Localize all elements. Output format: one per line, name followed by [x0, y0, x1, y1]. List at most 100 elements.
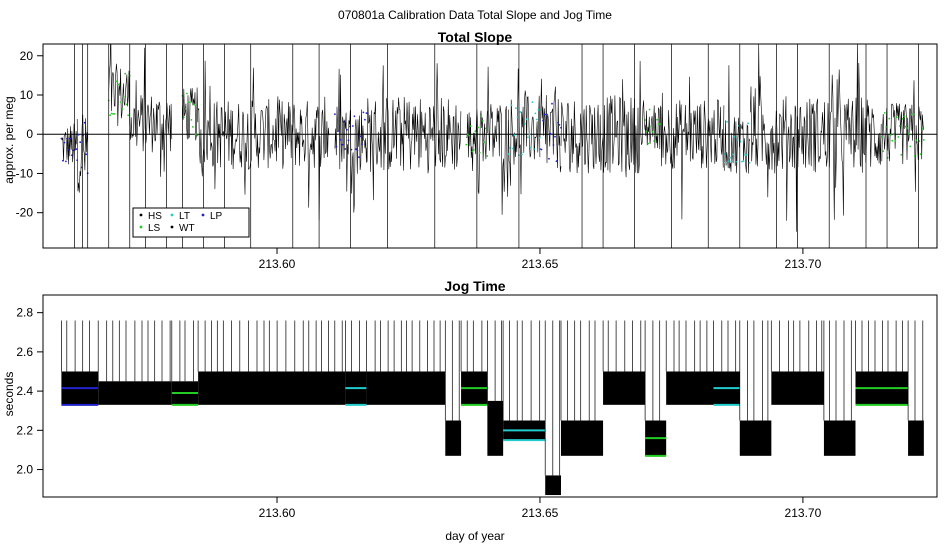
x-tick-label: 213.65 — [522, 506, 559, 520]
legend-label: LT — [179, 211, 190, 222]
slope-point-lp — [338, 109, 341, 112]
slope-point-ls — [190, 119, 193, 121]
slope-point-lp — [346, 128, 348, 131]
y-tick-label: 2.4 — [16, 384, 33, 398]
slope-point-ls — [124, 72, 127, 75]
slope-point-ls — [466, 133, 469, 136]
slope-point-lt — [510, 104, 513, 107]
slope-point-ls — [196, 134, 199, 137]
slope-trace-segment — [539, 78, 562, 173]
slope-point-ls — [471, 150, 474, 153]
slope-point-lp — [60, 137, 63, 140]
axes-jog-time: 213.60 213.65 213.70 2.0 2.2 2.4 2.6 2.8 — [16, 294, 938, 520]
slope-point-ls — [119, 101, 122, 104]
jog-level-band — [560, 420, 604, 456]
slope-point-lt — [512, 147, 514, 150]
slope-point-ls — [659, 123, 661, 125]
legend-label: WT — [179, 223, 195, 234]
slope-trace-segment — [644, 105, 661, 150]
slope-point-ls — [480, 115, 483, 117]
panel-title-jog-time: Jog Time — [444, 278, 505, 294]
slope-point-ls — [118, 83, 121, 86]
slope-point-ls — [469, 125, 472, 128]
legend: HS LT LP LS WT — [132, 207, 250, 238]
slope-point-ls — [883, 112, 886, 114]
jog-level-band — [487, 400, 504, 456]
slope-point-lt — [730, 160, 733, 163]
slope-point-ls — [122, 95, 125, 98]
slope-point-ls — [478, 151, 481, 154]
slope-point-lp — [558, 124, 561, 126]
y-axis-label-jog-time: seconds — [2, 372, 16, 417]
slope-point-lp — [545, 113, 547, 116]
slope-point-lt — [736, 139, 739, 142]
axes-total-slope: 213.60 213.65 213.70 -20 -10 0 10 20 — [16, 43, 938, 271]
slope-point-ls — [653, 140, 655, 142]
y-tick-label: 2.8 — [16, 306, 33, 320]
slope-point-lp — [542, 119, 544, 122]
slope-point-lt — [744, 154, 746, 156]
jog-level-band — [666, 371, 714, 405]
slope-point-ls — [922, 139, 925, 141]
slope-point-ls — [468, 134, 471, 137]
slope-point-ls — [915, 139, 918, 142]
slope-point-lp — [85, 153, 88, 156]
jog-level-band — [823, 420, 856, 456]
slope-point-lt — [533, 148, 535, 151]
slope-point-lp — [68, 148, 70, 151]
slope-point-ls — [474, 130, 477, 133]
slope-point-lt — [515, 107, 517, 110]
slope-point-lt — [539, 137, 541, 139]
slope-point-lt — [516, 116, 519, 119]
slope-point-lp — [539, 148, 541, 150]
slope-trace-segment — [487, 66, 509, 215]
x-tick-label: 213.70 — [785, 506, 822, 520]
slope-point-lp — [72, 149, 75, 152]
slope-point-ls — [900, 153, 903, 156]
slope-trace-segment — [182, 87, 199, 141]
slope-point-ls — [644, 119, 646, 121]
x-tick-label: 213.60 — [259, 257, 296, 271]
legend-marker — [201, 213, 205, 217]
slope-point-lt — [525, 118, 528, 121]
slope-point-ls — [110, 112, 113, 115]
slope-point-lt — [748, 161, 751, 164]
panel-jog-time: Jog Time seconds 213.60 213.65 213.70 2.0 2.… — [2, 278, 938, 520]
slope-point-lp — [83, 121, 86, 124]
series-total-slope — [43, 44, 937, 248]
legend-marker — [139, 213, 143, 217]
slope-point-lt — [528, 133, 531, 136]
slope-point-lp — [337, 130, 339, 133]
slope-point-lp — [543, 113, 546, 116]
legend-marker — [170, 213, 174, 217]
jog-level-band — [98, 381, 172, 405]
jog-level-band — [366, 371, 446, 405]
slope-point-lt — [723, 153, 725, 155]
slope-point-ls — [898, 125, 901, 127]
legend-label: LP — [210, 211, 223, 222]
legend-marker — [170, 225, 174, 229]
slope-point-lt — [527, 136, 529, 139]
slope-point-ls — [910, 113, 913, 116]
x-tick-label: 213.70 — [785, 257, 822, 271]
slope-point-ls — [651, 130, 654, 133]
slope-trace-segment — [366, 63, 462, 201]
plot-frame — [42, 294, 938, 498]
slope-point-lp — [549, 132, 552, 135]
slope-point-ls — [909, 145, 912, 148]
slope-point-lt — [531, 101, 534, 103]
plot-area — [61, 320, 924, 496]
slope-point-lp — [540, 148, 543, 151]
jog-level-band — [198, 371, 346, 405]
jog-level-band — [603, 371, 646, 405]
slope-point-lp — [557, 121, 559, 124]
y-tick-label: -20 — [16, 206, 34, 220]
slope-point-ls — [904, 125, 907, 128]
y-tick-label: 2.2 — [16, 423, 33, 437]
slope-point-ls — [187, 101, 190, 103]
slope-point-lp — [554, 135, 556, 138]
slope-point-lp — [356, 149, 359, 152]
slope-trace-segment — [881, 80, 925, 192]
y-tick-label: 2.0 — [16, 463, 33, 477]
